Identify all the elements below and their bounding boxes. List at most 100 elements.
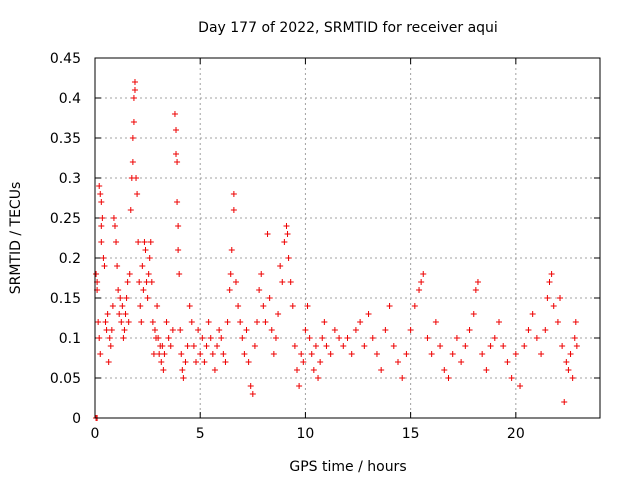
- data-point: [158, 359, 165, 365]
- data-point: [105, 359, 112, 365]
- data-point: [373, 351, 380, 357]
- data-point: [171, 111, 178, 117]
- data-point: [98, 239, 105, 245]
- data-point: [512, 351, 519, 357]
- data-point: [395, 359, 401, 365]
- data-point: [466, 327, 473, 333]
- data-point: [546, 279, 553, 285]
- data-point: [308, 351, 315, 357]
- data-point: [474, 279, 481, 285]
- data-point: [251, 343, 258, 349]
- data-point: [230, 207, 237, 213]
- data-point: [264, 231, 271, 237]
- data-point: [315, 375, 322, 381]
- data-point: [504, 359, 511, 365]
- data-point: [390, 343, 397, 349]
- data-point: [399, 375, 406, 381]
- data-point: [369, 335, 376, 341]
- data-point: [100, 255, 107, 261]
- data-point: [211, 367, 218, 373]
- data-point: [127, 207, 134, 213]
- data-point: [96, 335, 103, 341]
- data-point: [131, 87, 138, 93]
- grid-lines: [95, 58, 600, 418]
- data-point: [462, 343, 469, 349]
- x-tick-label: 20: [507, 426, 525, 442]
- y-tick-label: 0.3: [59, 171, 81, 187]
- data-point: [237, 319, 244, 325]
- data-point: [563, 359, 570, 365]
- data-point: [500, 343, 507, 349]
- data-point: [361, 343, 368, 349]
- data-point: [496, 319, 502, 325]
- data-point: [304, 303, 311, 309]
- data-point: [241, 351, 248, 357]
- data-point: [114, 263, 121, 269]
- data-point: [133, 175, 140, 181]
- data-point: [121, 327, 128, 333]
- data-point: [109, 303, 116, 309]
- data-point: [331, 327, 338, 333]
- data-point: [169, 327, 176, 333]
- data-point: [104, 311, 111, 317]
- data-point: [203, 343, 210, 349]
- data-point: [130, 95, 137, 101]
- data-point: [216, 327, 223, 333]
- data-point: [184, 343, 191, 349]
- data-point: [117, 295, 124, 301]
- data-point: [378, 367, 385, 373]
- data-point: [420, 271, 427, 277]
- data-point: [312, 343, 319, 349]
- data-point: [186, 303, 193, 309]
- data-point: [182, 359, 189, 365]
- data-point: [542, 327, 549, 333]
- data-point: [126, 271, 133, 277]
- data-point: [317, 359, 324, 365]
- data-point: [239, 335, 246, 341]
- data-point: [122, 311, 129, 317]
- data-point: [437, 343, 444, 349]
- plot-frame: [94, 57, 601, 419]
- data-point: [129, 135, 136, 141]
- data-point: [554, 319, 561, 325]
- data-point: [249, 391, 256, 397]
- data-point: [416, 287, 423, 293]
- data-point: [428, 351, 435, 357]
- data-point: [323, 343, 330, 349]
- data-point: [561, 399, 568, 405]
- data-point: [289, 303, 296, 309]
- data-point: [432, 319, 439, 325]
- data-point: [151, 327, 158, 333]
- data-point: [281, 239, 288, 245]
- y-tick-label: 0.15: [50, 291, 81, 307]
- y-tick-label: 0.4: [59, 91, 81, 107]
- data-point: [97, 191, 104, 197]
- data-point: [287, 279, 294, 285]
- data-point: [173, 127, 180, 133]
- data-point: [190, 343, 197, 349]
- data-point: [310, 367, 317, 373]
- data-point: [557, 295, 564, 301]
- data-point: [283, 223, 290, 229]
- y-tick-label: 0.2: [59, 251, 81, 267]
- data-point: [129, 159, 136, 165]
- data-point: [232, 279, 239, 285]
- data-point: [230, 191, 237, 197]
- data-point: [144, 295, 151, 301]
- data-point: [222, 359, 229, 365]
- data-point: [550, 303, 557, 309]
- data-points: [93, 79, 580, 421]
- data-point: [336, 335, 343, 341]
- data-point: [298, 351, 305, 357]
- data-point: [491, 335, 498, 341]
- data-point: [177, 327, 184, 333]
- axis-ticks: 0 5 10 15 20 0 0.05 0.1 0.15 0.2 0.25 0.3 0.35 0.4 0.4…: [50, 51, 600, 442]
- data-point: [348, 351, 355, 357]
- data-point: [155, 335, 162, 341]
- data-point: [134, 191, 141, 197]
- data-point: [148, 279, 155, 285]
- data-point: [123, 295, 130, 301]
- data-point: [93, 271, 100, 277]
- data-point: [572, 319, 579, 325]
- data-point: [101, 263, 108, 269]
